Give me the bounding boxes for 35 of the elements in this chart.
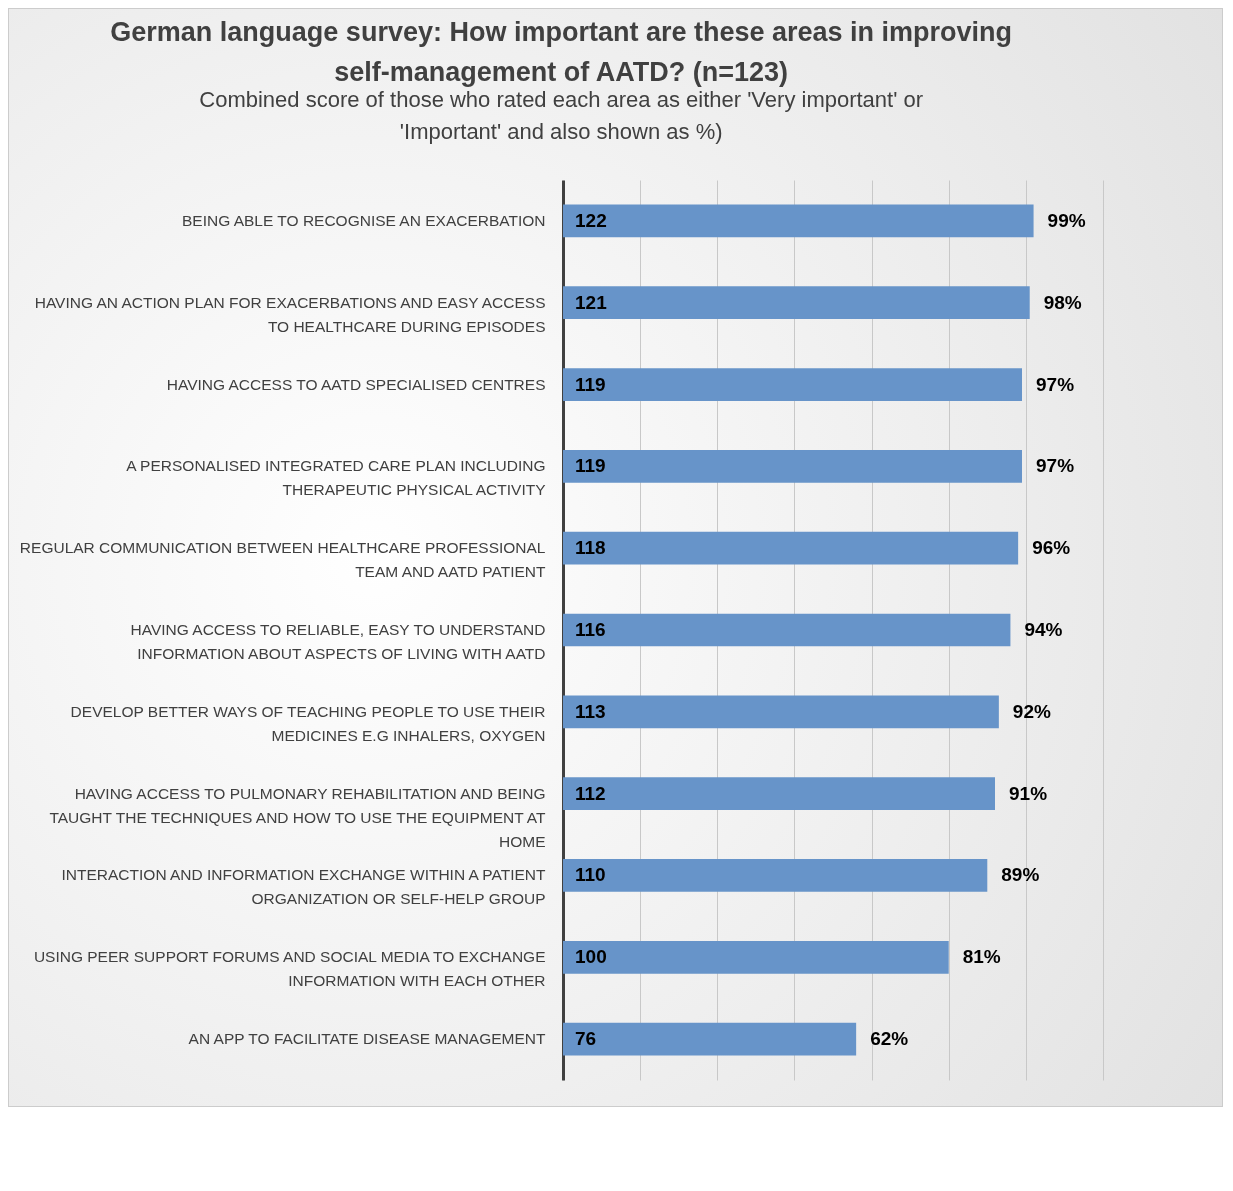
data-label: 118 — [575, 537, 606, 559]
y-tick-label: USING PEER SUPPORT FORUMS AND SOCIAL MEDIA TO EXCHANGE INFORMATION WITH EACH OTHER — [33, 948, 546, 990]
y-tick-label: INTERACTION AND INFORMATION EXCHANGE WITHIN A PATIENT ORGANIZATION OR SELF-HELP GROUP — [61, 866, 547, 908]
data-label: 119 — [575, 373, 606, 395]
data-label: 76 — [575, 1028, 597, 1050]
y-tick-label: HAVING ACCESS TO RELIABLE, EASY TO UNDERSTAND INFORMATION ABOUT ASPECTS OF LIVING WITH AATD — [130, 621, 546, 662]
y-tick-label: A PERSONALISED INTEGRATED CARE PLAN INCLUDING THERAPEUTIC PHYSICAL ACTIVITY — [126, 457, 546, 499]
data-label: 119 — [575, 455, 606, 477]
annotation: 97% — [1036, 455, 1075, 477]
annotation: 62% — [870, 1028, 909, 1050]
y-tick-label: DEVELOP BETTER WAYS OF TEACHING PEOPLE TO USE THEIR MEDICINES E.G INHALERS, OXYGEN — [70, 702, 546, 744]
data-label: 122 — [575, 209, 607, 231]
y-tick-label: AN APP TO FACILITATE DISEASE MANAGEMENT — [188, 1030, 547, 1048]
y-tick-label: REGULAR COMMUNICATION BETWEEN HEALTHCARE PROFESSIONAL TEAM AND AATD PATIENT — [19, 539, 547, 581]
chart-subtitle: Combined score of those who rated each area as either 'Very important' or 'Important' and also shown as %) — [199, 87, 924, 144]
y-tick-label: HAVING AN ACTION PLAN FOR EXACERBATIONS AND EASY ACCESS TO HEALTHCARE DURING EPISODES — [34, 293, 546, 335]
annotation: 81% — [962, 946, 1001, 968]
y-tick-label: HAVING ACCESS TO AATD SPECIALISED CENTRES — [166, 375, 546, 393]
y-tick-label: HAVING ACCESS TO PULMONARY REHABILITATION AND BEING TAUGHT THE TECHNIQUES AND HOW TO USE THE EQUIPMENT AT HOME — [49, 784, 547, 850]
data-label: 112 — [575, 782, 606, 804]
data-label: 113 — [575, 700, 606, 722]
annotation: 97% — [1036, 373, 1075, 395]
data-label: 110 — [575, 864, 606, 886]
y-tick-label: BEING ABLE TO RECOGNISE AN EXACERBATION — [182, 211, 546, 229]
data-label: 116 — [575, 619, 606, 640]
annotation: 91% — [1009, 782, 1048, 804]
chart-title: German language survey: How important are these areas in improving self-management of AATD? (n=123) — [110, 17, 1013, 87]
annotation: 94% — [1024, 619, 1063, 640]
annotation: 89% — [1001, 864, 1040, 886]
data-label: 121 — [575, 291, 608, 313]
data-label: 100 — [575, 946, 607, 968]
annotation: 92% — [1012, 700, 1051, 722]
annotation: 98% — [1043, 291, 1082, 313]
annotation: 99% — [1047, 209, 1086, 231]
annotation: 96% — [1032, 537, 1071, 559]
